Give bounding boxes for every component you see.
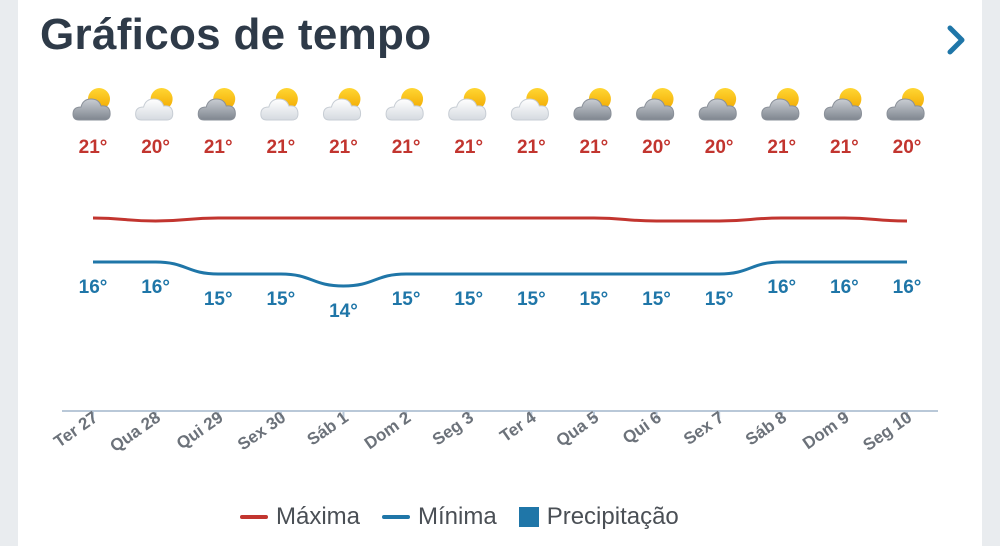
legend-precip-label: Precipitação xyxy=(546,503,679,530)
chevron-right-icon[interactable] xyxy=(942,20,970,60)
max-value-label: 20° xyxy=(141,137,170,158)
partly-cloudy-light-icon xyxy=(260,88,299,121)
max-value-label: 21° xyxy=(79,137,108,158)
max-value-label: 21° xyxy=(517,137,546,158)
min-value-label: 15° xyxy=(580,289,609,310)
legend-max-swatch xyxy=(240,515,268,519)
max-value-label: 20° xyxy=(642,137,671,158)
partly-cloudy-dark-icon xyxy=(698,88,737,121)
min-value-label: 15° xyxy=(705,289,734,310)
max-value-label: 21° xyxy=(329,137,358,158)
x-tick-label: Qui 29 xyxy=(173,408,226,453)
legend-max-label: Máxima xyxy=(276,503,361,530)
partly-cloudy-dark-icon xyxy=(886,88,925,121)
max-value-label: 20° xyxy=(893,137,922,158)
min-value-label: 16° xyxy=(830,277,859,298)
x-tick-label: Dom 9 xyxy=(799,408,852,453)
x-tick-label: Sáb 8 xyxy=(742,408,790,450)
x-tick-label: Qua 28 xyxy=(107,408,164,456)
partly-cloudy-dark-icon xyxy=(761,88,800,121)
max-temperature-line xyxy=(92,216,908,223)
x-tick-label: Sex 7 xyxy=(680,408,727,449)
partly-cloudy-light-icon xyxy=(448,88,487,121)
chart-legend: Máxima Mínima Precipitação xyxy=(240,500,679,534)
max-value-label: 21° xyxy=(392,137,421,158)
min-value-label: 16° xyxy=(79,277,108,298)
min-value-label: 16° xyxy=(767,277,796,298)
max-value-label: 21° xyxy=(767,137,796,158)
page-title: Gráficos de tempo xyxy=(40,10,432,59)
min-value-label: 15° xyxy=(642,289,671,310)
x-tick-label: Dom 2 xyxy=(361,408,414,453)
min-value-label: 15° xyxy=(454,289,483,310)
legend-precip[interactable]: Precipitação xyxy=(518,503,679,531)
partly-cloudy-dark-icon xyxy=(197,88,236,121)
max-value-label: 21° xyxy=(266,137,295,158)
min-value-label: 15° xyxy=(204,289,233,310)
max-value-label: 21° xyxy=(830,137,859,158)
x-tick-label: Qua 5 xyxy=(553,408,603,451)
partly-cloudy-dark-icon xyxy=(573,88,612,121)
min-value-label: 15° xyxy=(517,289,546,310)
max-value-label: 20° xyxy=(705,137,734,158)
legend-max[interactable]: Máxima xyxy=(240,503,360,531)
max-value-label: 21° xyxy=(454,137,483,158)
legend-min[interactable]: Mínima xyxy=(382,503,497,531)
x-tick-label: Seg 3 xyxy=(429,408,477,450)
min-value-label: 16° xyxy=(141,277,170,298)
partly-cloudy-dark-icon xyxy=(72,88,111,121)
max-value-label: 21° xyxy=(204,137,233,158)
x-tick-label: Ter 4 xyxy=(496,407,540,445)
min-value-label: 14° xyxy=(329,301,358,322)
x-tick-label: Sex 30 xyxy=(234,408,289,454)
partly-cloudy-light-icon xyxy=(385,88,424,121)
x-tick-label: Qui 6 xyxy=(619,408,665,448)
min-value-label: 15° xyxy=(266,289,295,310)
x-tick-label: Sáb 1 xyxy=(304,408,352,450)
min-temperature-line xyxy=(93,260,907,288)
legend-min-label: Mínima xyxy=(418,503,497,530)
x-tick-label: Ter 27 xyxy=(50,408,101,452)
partly-cloudy-light-icon xyxy=(322,88,362,121)
partly-cloudy-dark-icon xyxy=(823,88,863,121)
min-value-label: 16° xyxy=(893,277,922,298)
legend-precip-swatch xyxy=(518,507,539,527)
partly-cloudy-light-icon xyxy=(135,88,174,121)
legend-min-swatch xyxy=(382,515,411,519)
min-value-label: 15° xyxy=(392,289,421,310)
x-tick-label: Seg 10 xyxy=(859,408,915,455)
max-value-label: 21° xyxy=(580,137,609,158)
partly-cloudy-dark-icon xyxy=(636,88,675,121)
partly-cloudy-light-icon xyxy=(510,88,549,121)
